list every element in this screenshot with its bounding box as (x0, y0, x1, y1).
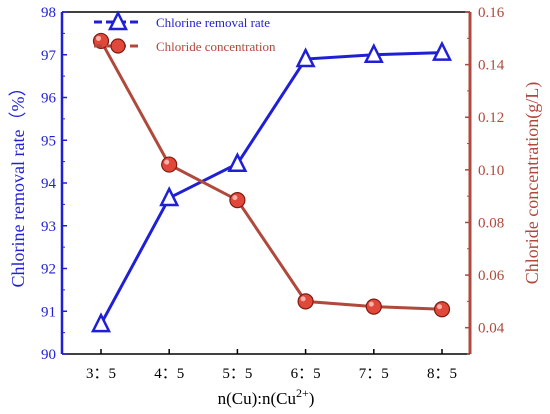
x-tick-label: 3：5 (86, 366, 116, 382)
chloride-line (99, 40, 443, 311)
x-axis-title-end: ) (309, 389, 315, 408)
removal-rate-point (431, 40, 453, 61)
x-axis-title-sup: 2+ (296, 386, 309, 400)
removal-rate-point (295, 47, 316, 68)
left-tick-label: 97 (41, 48, 57, 64)
legend-label-removal-rate: Chlorine removal rate (156, 15, 270, 30)
right-tick-label: 0.06 (478, 268, 505, 284)
x-tick-label: 5：5 (222, 366, 252, 382)
left-axis-title: Chlorine removal rate（%） (8, 79, 28, 288)
x-tick-label: 6：5 (291, 366, 321, 382)
legend: Chlorine removal rate Chloride concentrat… (94, 10, 276, 54)
x-tick-label: 4：5 (154, 366, 184, 382)
left-tick-label: 94 (41, 176, 57, 192)
right-axis-title: Chloride concentration(g/L) (522, 82, 543, 284)
chloride-point (229, 192, 246, 209)
series (90, 32, 453, 333)
x-tick-label: 7：5 (359, 366, 389, 382)
right-tick-label: 0.04 (478, 321, 505, 337)
left-tick-label: 91 (41, 304, 56, 320)
removal-rate-line (99, 51, 443, 325)
left-tick-label: 90 (41, 347, 56, 363)
chloride-point-highlight (368, 301, 374, 307)
ticks: 90 91 92 93 94 95 96 97 98 0.04 0.06 0.08 0.10 0.12 0.… (41, 5, 505, 382)
axis-labels: Chlorine removal rate（%） Chloride concent… (8, 79, 543, 408)
x-axis-title-main: n(Cu):n(Cu (218, 389, 297, 408)
right-tick-label: 0.16 (478, 5, 505, 21)
right-tick-label: 0.14 (478, 58, 505, 74)
removal-rate-point (227, 151, 248, 173)
chloride-point-highlight (437, 304, 442, 310)
chloride-point (433, 301, 451, 318)
chloride-point-highlight (232, 195, 238, 201)
chloride-point-highlight (300, 296, 306, 302)
left-tick-label: 93 (41, 219, 56, 235)
left-tick-label: 98 (41, 5, 56, 21)
left-tick-label: 95 (41, 133, 56, 149)
left-tick-label: 96 (41, 91, 57, 107)
chloride-point-highlight (96, 35, 101, 41)
removal-rate-point (363, 42, 384, 63)
axes (60, 11, 472, 355)
removal-rate-point (90, 312, 112, 333)
left-tick-label: 92 (41, 262, 56, 278)
chloride-point (161, 156, 178, 173)
legend-label-chloride: Chloride concentration (156, 39, 276, 54)
removal-rate-point (159, 186, 180, 207)
legend-marker-triangle (107, 10, 129, 31)
chloride-point (365, 298, 382, 315)
chloride-point (297, 293, 314, 310)
x-axis-title: n(Cu):n(Cu2+) (218, 386, 315, 408)
chloride-point-highlight (164, 159, 170, 165)
right-tick-label: 0.10 (478, 163, 504, 179)
right-tick-label: 0.08 (478, 215, 504, 231)
legend-marker-circle (110, 38, 126, 54)
x-tick-label: 8：5 (427, 366, 457, 382)
right-tick-label: 0.12 (478, 110, 504, 126)
